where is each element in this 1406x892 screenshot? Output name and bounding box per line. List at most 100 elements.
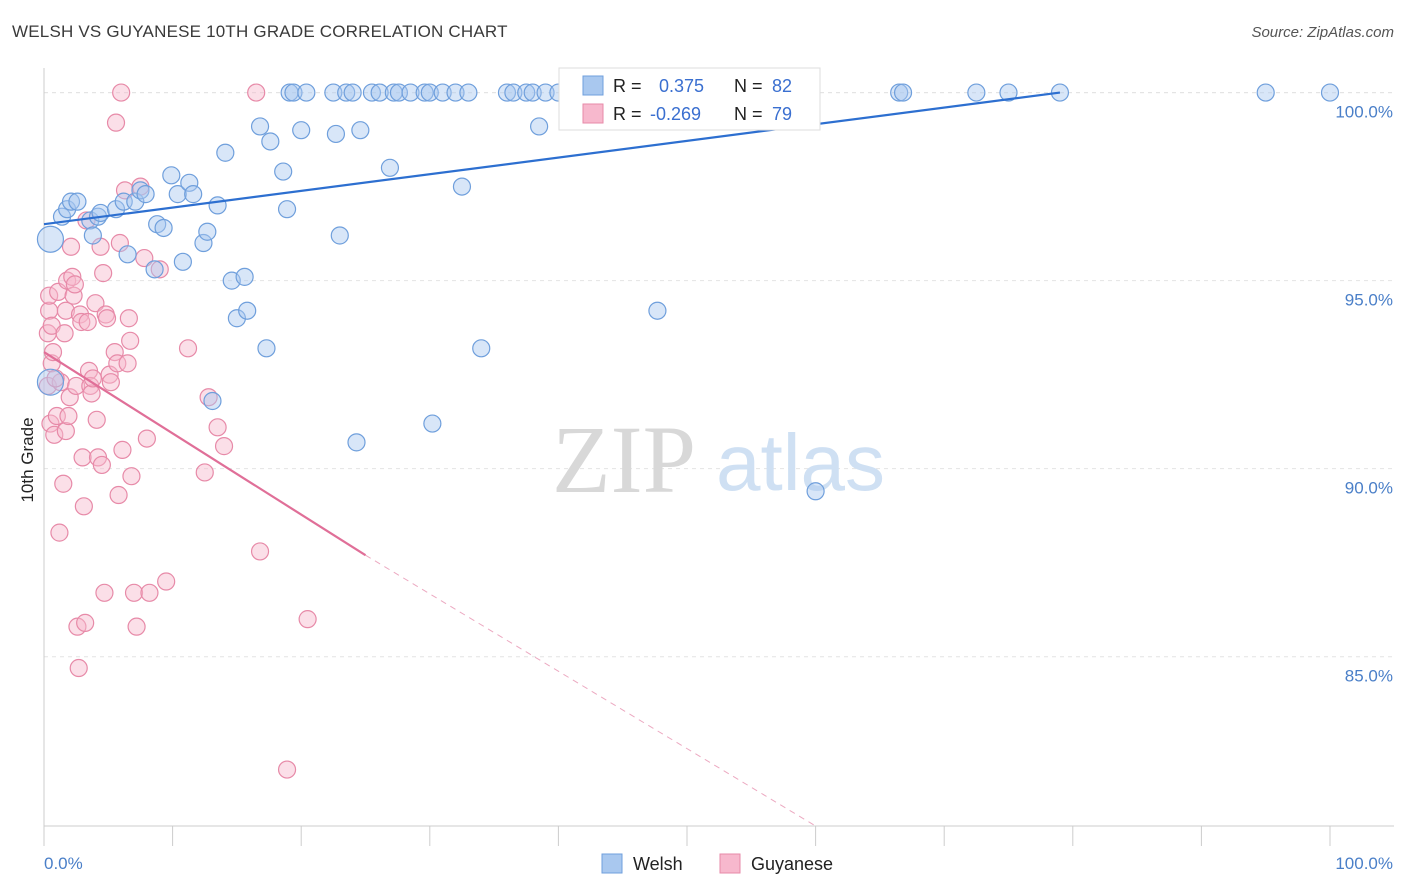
guyanese-point-52: [109, 485, 128, 505]
welsh-point-9: [91, 203, 110, 223]
welsh-point-66: [523, 83, 542, 102]
welsh-point-5: [68, 192, 87, 211]
welsh-point-59: [446, 83, 465, 102]
welsh-point-44: [330, 226, 349, 245]
welsh-point-15: [136, 185, 155, 204]
guyanese-point-61: [124, 583, 144, 602]
guyanese-point-70: [195, 463, 214, 482]
welsh-point-20: [168, 185, 187, 204]
welsh-point-56: [420, 83, 439, 102]
watermark-zip: ZIP: [552, 406, 696, 513]
guyanese-point-46: [97, 309, 117, 328]
trend-lines: [43, 91, 1061, 827]
guyanese-point-13: [54, 474, 73, 493]
guyanese-trend-extension: [365, 554, 816, 827]
legend-welsh-r-value: 0.375: [659, 76, 704, 96]
welsh-point-63: [497, 83, 517, 102]
stats-legend: R = 0.375 N = 82 R = -0.269 N = 79: [558, 67, 821, 131]
welsh-point-37: [277, 200, 297, 219]
guyanese-point-65: [137, 429, 156, 448]
guyanese-point-15: [56, 301, 75, 320]
welsh-point-40: [292, 121, 311, 140]
legend-welsh-n-value: 82: [772, 76, 792, 96]
guyanese-point-24: [67, 376, 86, 396]
guyanese-point-18: [59, 406, 78, 426]
tick-labels: 85.0% 90.0% 95.0% 100.0% 0.0% 100.0%: [44, 103, 1393, 873]
bottom-legend-welsh: Welsh: [633, 854, 683, 874]
welsh-point-12: [118, 245, 137, 264]
welsh-point-62: [472, 339, 491, 358]
welsh-point-81: [1320, 83, 1340, 102]
welsh-point-48: [351, 121, 370, 140]
guyanese-point-54: [112, 83, 131, 102]
welsh-point-77: [967, 83, 986, 102]
watermark-atlas: atlas: [716, 418, 885, 507]
welsh-trend-line: [43, 91, 1061, 226]
legend-guyanese-n-label: N =: [734, 104, 763, 124]
guyanese-point-14: [55, 324, 74, 343]
welsh-point-13: [126, 192, 145, 211]
legend-welsh-r-label: R =: [613, 76, 642, 96]
guyanese-point-39: [87, 410, 106, 429]
legend-guyanese-n-value: 79: [772, 104, 792, 124]
welsh-point-45: [337, 83, 356, 102]
welsh-point-65: [517, 83, 536, 102]
welsh-point-75: [890, 83, 909, 102]
welsh-point-32: [238, 301, 257, 320]
welsh-point-22: [180, 173, 199, 192]
guyanese-point-27: [70, 305, 90, 324]
guyanese-trend-line: [43, 351, 367, 557]
welsh-point-50: [370, 83, 389, 102]
bottom-legend-welsh-swatch: [601, 853, 623, 874]
legend-welsh-n-label: N =: [734, 76, 763, 96]
welsh-point-78: [999, 83, 1018, 102]
welsh-point-25: [198, 222, 217, 241]
axes: [43, 68, 1394, 846]
guyanese-point-36: [82, 384, 101, 403]
welsh-point-27: [208, 196, 227, 215]
welsh-point-4: [61, 192, 81, 211]
guyanese-point-23: [65, 275, 84, 294]
welsh-point-71: [648, 301, 667, 320]
guyanese-point-67: [150, 260, 169, 279]
welsh-point-80: [1256, 83, 1275, 102]
guyanese-point-29: [73, 448, 92, 467]
welsh-point-68: [536, 83, 555, 102]
guyanese-point-72: [208, 418, 227, 437]
welsh-point-64: [504, 83, 523, 102]
welsh-point-47: [347, 433, 366, 452]
guyanese-point-11: [50, 523, 69, 542]
welsh-point-49: [362, 83, 382, 102]
guyanese-point-31: [76, 613, 95, 632]
guyanese-point-51: [108, 354, 127, 373]
welsh-point-61: [459, 83, 478, 102]
welsh-point-51: [380, 158, 400, 177]
guyanese-point-66: [140, 583, 159, 602]
guyanese-point-58: [119, 309, 138, 328]
x-tick-label-100: 100.0%: [1335, 854, 1393, 873]
welsh-point-0: [36, 225, 65, 253]
welsh-point-42: [324, 83, 343, 102]
guyanese-point-28: [72, 312, 91, 332]
welsh-point-35: [261, 132, 280, 151]
guyanese-point-30: [74, 497, 93, 516]
guyanese-point-57: [118, 354, 137, 373]
guyanese-point-42: [92, 455, 111, 475]
guyanese-point-50: [106, 113, 126, 132]
welsh-point-39: [284, 83, 303, 102]
bottom-legend-guyanese-swatch: [719, 853, 741, 874]
welsh-point-16: [145, 260, 164, 279]
welsh-point-74: [806, 482, 825, 501]
welsh-point-30: [227, 309, 246, 328]
y-tick-label-85: 85.0%: [1345, 667, 1393, 686]
welsh-point-21: [173, 252, 192, 271]
legend-guyanese-r-label: R =: [613, 104, 642, 124]
guyanese-point-60: [122, 467, 141, 486]
bottom-legend: Welsh Guyanese: [601, 853, 833, 874]
guyanese-point-43: [94, 264, 113, 283]
guyanese-point-75: [250, 542, 270, 561]
chart-title: WELSH VS GUYANESE 10TH GRADE CORRELATION…: [12, 22, 508, 41]
grid-lines: [44, 92, 1394, 658]
welsh-point-18: [154, 218, 173, 238]
